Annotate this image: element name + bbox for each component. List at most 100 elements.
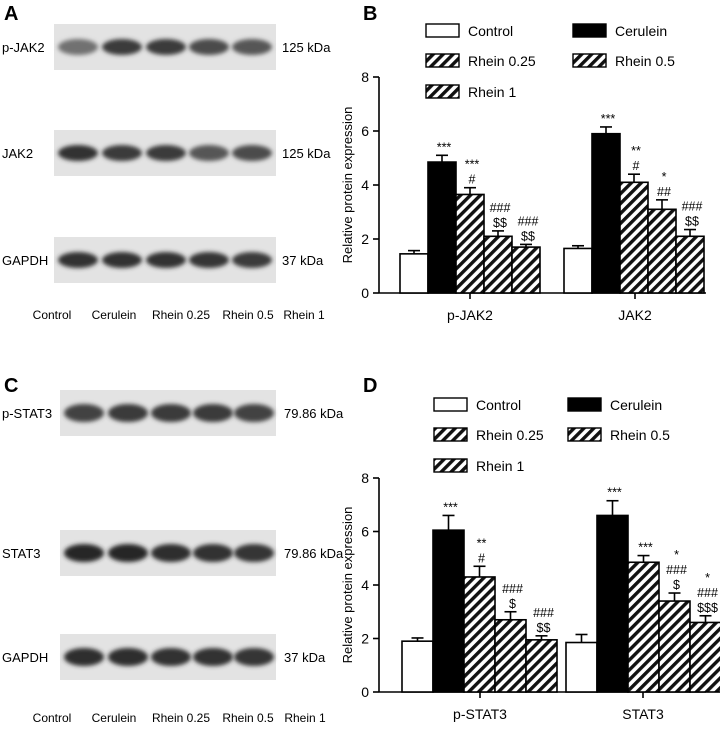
y-axis-label: Relative protein expression [340, 107, 355, 264]
protein-band [102, 252, 142, 268]
lane-label: Cerulein [92, 711, 137, 725]
legend-swatch [425, 53, 460, 68]
molecular-weight-label: 37 kDa [282, 253, 324, 268]
legend-label: Control [476, 397, 521, 413]
x-category-label: p-STAT3 [453, 706, 507, 722]
bar [627, 561, 660, 693]
panel-letter-c: C [4, 375, 18, 397]
lane-label: Rhein 0.5 [222, 711, 274, 725]
legend-label: Rhein 1 [468, 84, 516, 100]
bar [675, 235, 705, 294]
bar [525, 639, 558, 693]
protein-band [108, 544, 148, 562]
significance-mark: * [705, 571, 710, 585]
panel-letter-a: A [4, 3, 18, 25]
protein-band [234, 544, 274, 562]
bar [511, 246, 541, 294]
y-tick-label: 2 [361, 231, 369, 247]
lane-label: Rhein 0.5 [222, 308, 274, 322]
y-tick-label: 0 [361, 285, 369, 301]
legend-swatch [433, 397, 468, 412]
lane-label: Cerulein [92, 308, 137, 322]
significance-mark: ### [490, 201, 511, 215]
panel-letter-b: B [363, 3, 377, 25]
bar [658, 600, 691, 693]
western-blot-panel-a: p-JAK2 125 kDa JAK2 125 kDa GAPDH 37 kDa Contr… [2, 24, 331, 322]
protein-band [102, 145, 142, 161]
bar [647, 208, 677, 294]
molecular-weight-label: 79.86 kDa [284, 406, 344, 421]
protein-band [151, 648, 191, 666]
legend-swatch [572, 53, 607, 68]
bar [432, 529, 465, 693]
significance-mark: ** [477, 536, 487, 550]
protein-band [102, 39, 142, 55]
significance-mark: $$ [493, 216, 507, 230]
legend-swatch [425, 84, 460, 99]
protein-band [193, 544, 233, 562]
legend-label: Control [468, 23, 513, 39]
y-tick-label: 6 [361, 524, 369, 540]
protein-band [146, 145, 186, 161]
blot-row-label: GAPDH [2, 253, 48, 268]
protein-band [58, 39, 98, 55]
bar [399, 253, 429, 294]
protein-band [64, 404, 104, 422]
protein-band [151, 544, 191, 562]
protein-band [234, 404, 274, 422]
bar-chart-panel-d: 0 2 4 6 8 Relative protein expression p-STAT3 *… [340, 397, 720, 722]
molecular-weight-label: 125 kDa [282, 146, 331, 161]
lane-label: Rhein 0.25 [152, 711, 210, 725]
panel-letter-d: D [363, 375, 377, 397]
lane-label: Control [33, 711, 72, 725]
significance-mark: *** [638, 541, 653, 555]
bar [596, 514, 629, 693]
y-tick-label: 4 [361, 577, 369, 593]
lane-label: Rhein 1 [284, 711, 326, 725]
legend-swatch [567, 427, 602, 442]
y-axis-label: Relative protein expression [340, 507, 355, 664]
significance-mark: ### [502, 582, 523, 596]
significance-mark: $ [509, 597, 516, 611]
legend-swatch [433, 427, 468, 442]
y-tick-label: 6 [361, 123, 369, 139]
blot-row-label: JAK2 [2, 146, 33, 161]
legend-label: Cerulein [615, 23, 667, 39]
legend-label: Cerulein [610, 397, 662, 413]
legend-swatch [433, 458, 468, 473]
protein-band [64, 544, 104, 562]
bar [619, 181, 649, 294]
significance-mark: * [662, 170, 667, 184]
y-tick-label: 2 [361, 631, 369, 647]
lane-label: Rhein 0.25 [152, 308, 210, 322]
y-tick-label: 8 [361, 470, 369, 486]
protein-band [58, 145, 98, 161]
x-category-label: p-JAK2 [447, 307, 493, 323]
protein-band [108, 648, 148, 666]
western-blot-panel-c: p-STAT3 79.86 kDa STAT3 79.86 kDa GAPDH 37 kD… [2, 390, 344, 725]
significance-mark: ### [666, 563, 687, 577]
protein-band [234, 648, 274, 666]
bar [565, 641, 598, 693]
protein-band [189, 145, 229, 161]
legend-swatch [572, 23, 607, 38]
protein-band [146, 252, 186, 268]
protein-band [232, 252, 272, 268]
significance-mark: ### [697, 586, 718, 600]
protein-band [64, 648, 104, 666]
y-tick-label: 4 [361, 177, 369, 193]
significance-mark: # [469, 173, 476, 187]
protein-band [151, 404, 191, 422]
significance-mark: ### [682, 200, 703, 214]
blot-row-label: p-JAK2 [2, 40, 45, 55]
protein-band [232, 145, 272, 161]
bar [463, 576, 496, 693]
protein-band [193, 648, 233, 666]
x-category-label: STAT3 [622, 706, 664, 722]
significance-mark: ** [631, 144, 641, 158]
legend-label: Rhein 0.5 [615, 53, 675, 69]
bar [401, 640, 434, 693]
molecular-weight-label: 79.86 kDa [284, 546, 344, 561]
